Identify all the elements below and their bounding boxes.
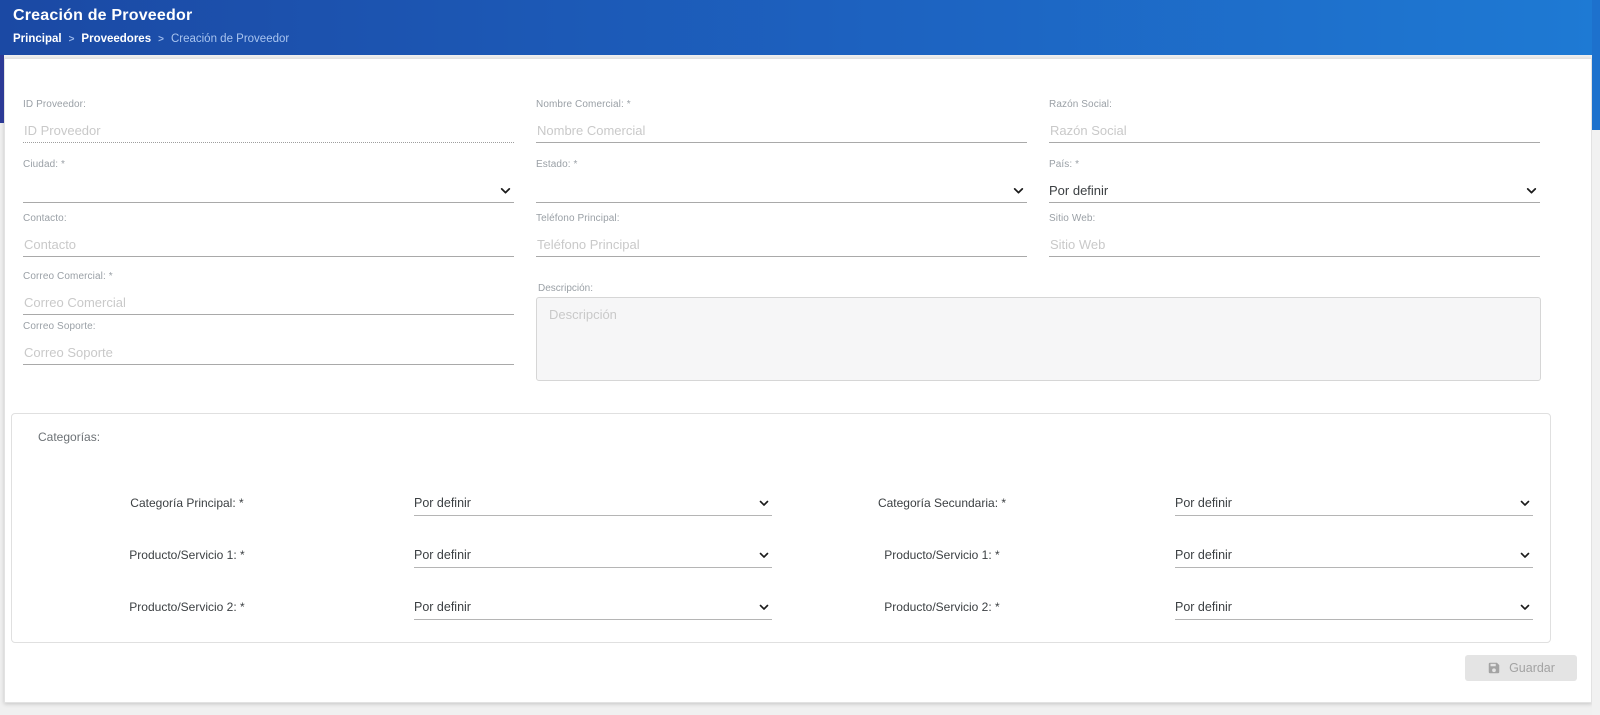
estado-label: Estado: * xyxy=(536,159,578,170)
estado-select[interactable] xyxy=(536,179,1027,203)
field-correo-comercial: Correo Comercial: * xyxy=(23,271,514,315)
chevron-down-icon xyxy=(499,184,512,197)
breadcrumb-current: Creación de Proveedor xyxy=(170,33,290,45)
chevron-down-icon xyxy=(1519,497,1531,509)
field-correo-soporte: Correo Soporte: xyxy=(23,321,514,365)
categoria-principal-value: Por definir xyxy=(414,495,471,510)
producto-servicio-2b-select[interactable]: Por definir xyxy=(1175,594,1533,620)
producto-servicio-1a-value: Por definir xyxy=(414,547,471,562)
razon-social-input[interactable] xyxy=(1049,119,1540,143)
correo-soporte-label: Correo Soporte: xyxy=(23,321,96,332)
categoria-principal-label: Categoría Principal: * xyxy=(130,496,244,510)
razon-social-label: Razón Social: xyxy=(1049,99,1112,110)
field-estado: Estado: * xyxy=(536,159,1027,203)
page-title: Creación de Proveedor xyxy=(13,7,193,24)
left-accent-bar xyxy=(0,55,4,123)
id-proveedor-input xyxy=(23,119,514,143)
categorias-card: Categorías: Categoría Principal: * Por d… xyxy=(11,413,1551,643)
breadcrumb-principal[interactable]: Principal xyxy=(13,33,62,45)
save-icon xyxy=(1487,661,1501,675)
pais-label: País: * xyxy=(1049,159,1080,170)
breadcrumb-separator: > xyxy=(68,33,75,45)
field-contacto: Contacto: xyxy=(23,213,514,257)
chevron-down-icon xyxy=(1519,601,1531,613)
field-id-proveedor: ID Proveedor: xyxy=(23,99,514,143)
descripcion-label: Descripción: xyxy=(538,283,594,294)
producto-servicio-2b-value: Por definir xyxy=(1175,599,1232,614)
producto-servicio-1b-label: Producto/Servicio 1: * xyxy=(884,548,1000,562)
provider-form-card: ID Proveedor: Nombre Comercial: * Razón … xyxy=(4,58,1592,703)
save-button-label: Guardar xyxy=(1509,661,1555,675)
nombre-comercial-label: Nombre Comercial: * xyxy=(536,99,631,110)
producto-servicio-2a-value: Por definir xyxy=(414,599,471,614)
breadcrumb-separator: > xyxy=(158,33,164,45)
producto-servicio-row-2: Producto/Servicio 2: * Por definir Produ… xyxy=(12,594,1550,620)
telefono-principal-label: Teléfono Principal: xyxy=(536,213,620,224)
contacto-label: Contacto: xyxy=(23,213,67,224)
producto-servicio-1a-label: Producto/Servicio 1: * xyxy=(129,548,245,562)
save-button[interactable]: Guardar xyxy=(1465,655,1577,681)
telefono-principal-input[interactable] xyxy=(536,233,1027,257)
contacto-input[interactable] xyxy=(23,233,514,257)
descripcion-textarea[interactable] xyxy=(536,297,1541,381)
producto-servicio-1a-select[interactable]: Por definir xyxy=(414,542,772,568)
chevron-down-icon xyxy=(758,497,770,509)
chevron-down-icon xyxy=(1012,184,1025,197)
producto-servicio-row-1: Producto/Servicio 1: * Por definir Produ… xyxy=(12,542,1550,568)
chevron-down-icon xyxy=(758,549,770,561)
field-razon-social: Razón Social: xyxy=(1049,99,1540,143)
producto-servicio-1b-select[interactable]: Por definir xyxy=(1175,542,1533,568)
producto-servicio-2b-label: Producto/Servicio 2: * xyxy=(884,600,1000,614)
field-telefono-principal: Teléfono Principal: xyxy=(536,213,1027,257)
field-pais: País: * Por definir xyxy=(1049,159,1540,203)
categoria-principal-select[interactable]: Por definir xyxy=(414,490,772,516)
correo-soporte-input[interactable] xyxy=(23,341,514,365)
id-proveedor-label: ID Proveedor: xyxy=(23,99,86,110)
pais-select[interactable]: Por definir xyxy=(1049,179,1540,203)
pais-select-value: Por definir xyxy=(1049,183,1109,198)
categoria-secundaria-value: Por definir xyxy=(1175,495,1232,510)
scrollbar-track[interactable] xyxy=(1592,0,1600,715)
producto-servicio-2a-label: Producto/Servicio 2: * xyxy=(129,600,245,614)
sitio-web-input[interactable] xyxy=(1049,233,1540,257)
producto-servicio-1b-value: Por definir xyxy=(1175,547,1232,562)
categoria-row-1: Categoría Principal: * Por definir Categ… xyxy=(12,490,1550,516)
nombre-comercial-input[interactable] xyxy=(536,119,1027,143)
page-header: Creación de Proveedor Principal > Provee… xyxy=(0,0,1600,55)
breadcrumb-proveedores[interactable]: Proveedores xyxy=(81,33,152,45)
chevron-down-icon xyxy=(1519,549,1531,561)
categoria-secundaria-select[interactable]: Por definir xyxy=(1175,490,1533,516)
categoria-secundaria-label: Categoría Secundaria: * xyxy=(877,496,1007,510)
producto-servicio-2a-select[interactable]: Por definir xyxy=(414,594,772,620)
ciudad-select[interactable] xyxy=(23,179,514,203)
sitio-web-label: Sitio Web: xyxy=(1049,213,1096,224)
correo-comercial-input[interactable] xyxy=(23,291,514,315)
field-ciudad: Ciudad: * xyxy=(23,159,514,203)
field-nombre-comercial: Nombre Comercial: * xyxy=(536,99,1027,143)
chevron-down-icon xyxy=(1525,184,1538,197)
correo-comercial-label: Correo Comercial: * xyxy=(23,271,113,282)
field-sitio-web: Sitio Web: xyxy=(1049,213,1540,257)
chevron-down-icon xyxy=(758,601,770,613)
breadcrumb: Principal > Proveedores > Creación de Pr… xyxy=(13,33,289,45)
ciudad-label: Ciudad: * xyxy=(23,159,66,170)
scrollbar-thumb[interactable] xyxy=(1592,0,1600,130)
categorias-title: Categorías: xyxy=(38,430,101,444)
